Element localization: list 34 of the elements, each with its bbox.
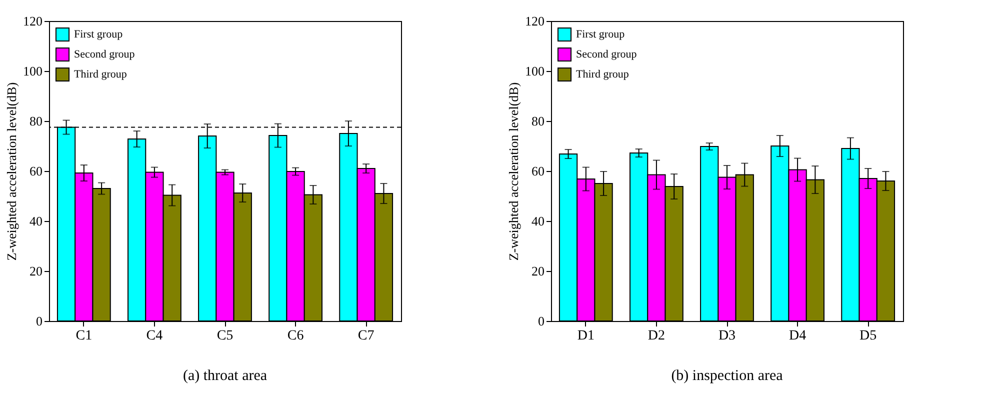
x-tick-label: C6 <box>287 328 304 344</box>
x-tick-label: D1 <box>577 328 594 344</box>
text: (a) throat area <box>182 368 268 384</box>
y-tick-label: 80 <box>30 114 42 128</box>
legend-label: First group <box>576 28 626 40</box>
x-tick-label: D4 <box>788 328 806 344</box>
x-tick-label: D5 <box>860 328 877 344</box>
y-tick-label: 120 <box>23 14 42 28</box>
y-tick-label: 120 <box>525 14 544 28</box>
legend-label: Second group <box>74 48 136 60</box>
legend-label: Third group <box>74 68 128 80</box>
x-tick-label: C5 <box>216 328 234 344</box>
y-tick-label: 60 <box>30 164 42 178</box>
legend-label: Second group <box>576 48 638 60</box>
x-tick-label: D3 <box>718 328 736 344</box>
y-tick-label: 100 <box>525 64 544 78</box>
y-tick-label: 40 <box>532 214 544 228</box>
text: (b) inspection area <box>671 368 784 384</box>
x-tick-label: C7 <box>358 328 374 344</box>
y-tick-label: 0 <box>538 314 544 328</box>
y-tick-label: 100 <box>23 64 42 78</box>
x-tick-label: C1 <box>76 328 92 344</box>
y-axis-title: Z-weighted acceleration level(dB) <box>506 82 521 261</box>
y-tick-label: 80 <box>532 114 544 128</box>
x-tick-label: D2 <box>648 328 666 344</box>
legend-label: Third group <box>576 68 630 80</box>
y-axis-title: Z-weighted acceleration level(dB) <box>4 82 19 261</box>
y-tick-label: 0 <box>36 314 42 328</box>
x-tick-label: C4 <box>146 328 163 344</box>
legend-label: First group <box>74 28 124 40</box>
y-tick-label: 20 <box>30 264 42 278</box>
y-tick-label: 40 <box>30 214 42 228</box>
y-tick-label: 60 <box>532 164 544 178</box>
y-tick-label: 20 <box>532 264 544 278</box>
